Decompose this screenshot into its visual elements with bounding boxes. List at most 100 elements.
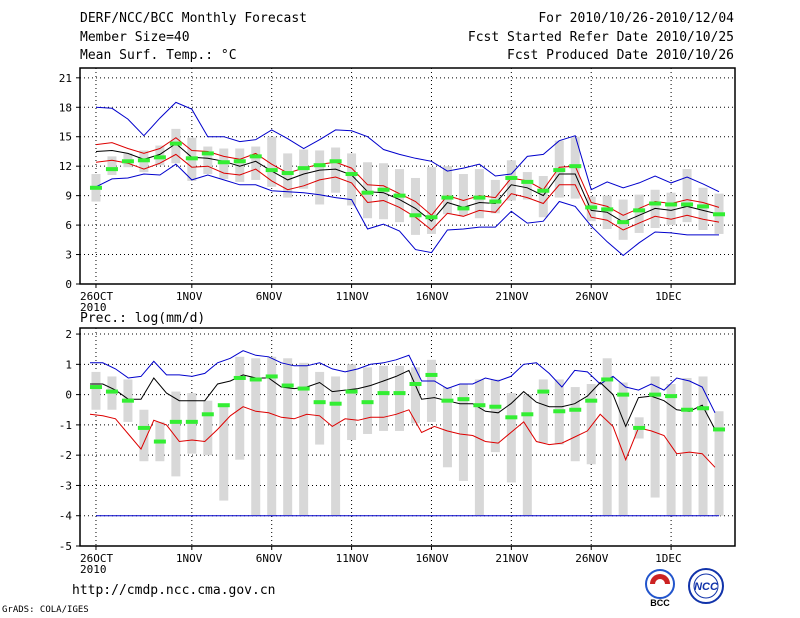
ncc-logo-icon: NCC (688, 568, 724, 604)
prec-green-mark (297, 386, 310, 391)
temp-green-mark (265, 168, 278, 173)
prec-green-mark (169, 419, 182, 424)
bcc-logo-text: BCC (650, 598, 670, 608)
prec-spread-bar (474, 379, 484, 516)
fcst-produced-label: Fcst Produced Date 2010/10/26 (507, 48, 734, 63)
prec-ytick-label: -3 (59, 479, 72, 492)
temp-ytick-label: 15 (59, 131, 72, 144)
prec-green-mark (681, 407, 694, 412)
prec-spread-bar (682, 377, 692, 516)
prec-green-mark (121, 398, 134, 403)
temp-series-upper (95, 137, 720, 217)
temp-spread-bar (363, 162, 373, 219)
temp-xtick-label: 1DEC (655, 290, 682, 303)
temp-spread-bar (410, 177, 420, 235)
prec-spread-bar (379, 365, 389, 431)
prec-green-mark (649, 392, 662, 397)
prec-green-mark (377, 391, 390, 396)
prec-bars (91, 356, 724, 516)
prec-spread-bar (283, 358, 293, 516)
temp-green-mark (89, 185, 102, 190)
prec-panel: -5 -4 -3 -2 -1 0 1 2 26OCT 1NOV 6NOV 11NOV 16NOV 21NO… (59, 327, 736, 576)
fcst-started-label: Fcst Started Refer Date 2010/10/25 (467, 30, 734, 45)
prec-green-mark (249, 377, 262, 382)
temp-spread-bar (490, 179, 500, 214)
prec-green-mark (329, 401, 342, 406)
prec-green-mark (505, 415, 518, 420)
prec-spread-bar (91, 371, 101, 410)
temp-spread-bar (331, 147, 341, 193)
temp-green-mark (601, 207, 614, 212)
prec-ytick-label: -2 (59, 449, 72, 462)
temp-green-mark (553, 168, 566, 173)
prec-green-mark (409, 382, 422, 387)
prec-green-marks (89, 372, 726, 444)
prec-xtick-label: 26OCT (80, 552, 113, 565)
prec-green-mark (697, 406, 710, 411)
temp-spread-bar (698, 187, 708, 230)
temp-green-mark (697, 204, 710, 209)
prec-green-mark (153, 439, 166, 444)
temp-green-mark (217, 160, 230, 165)
member-size-label: Member Size=40 (80, 30, 190, 45)
prec-spread-bar (666, 384, 676, 516)
temp-xtick-label: 1NOV (176, 290, 203, 303)
temp-panel: 0 3 6 9 12 15 18 21 26OCT 1NOV 6NOV 11NOV 16NOV 21NOV… (59, 67, 736, 314)
prec-spread-bar (395, 365, 405, 431)
prec-green-mark (457, 397, 470, 402)
temp-spread-bar (171, 128, 181, 164)
prec-green-mark (105, 389, 118, 394)
temp-series-mean (95, 142, 720, 223)
temp-xtick-label: 6NOV (256, 290, 283, 303)
prec-ytick-label: 1 (65, 358, 72, 371)
forecast-range-label: For 2010/10/26-2010/12/04 (538, 11, 734, 26)
temp-green-mark (665, 202, 678, 207)
prec-green-mark (281, 383, 294, 388)
temp-spread-bar (458, 174, 468, 216)
prec-spread-bar (235, 356, 245, 460)
prec-title: Prec.: log(mm/d) (80, 311, 205, 326)
temp-ytick-label: 6 (65, 219, 72, 232)
prec-green-mark (553, 409, 566, 414)
prec-green-mark (361, 400, 374, 405)
prec-spread-bar (251, 358, 261, 516)
prec-ytick-label: -4 (59, 510, 73, 523)
temp-xtick-label: 11NOV (336, 290, 369, 303)
temp-spread-bar (426, 167, 436, 234)
temp-spread-bar (283, 153, 293, 198)
temp-green-mark (585, 205, 598, 210)
temp-spread-bar (538, 176, 548, 218)
temp-ytick-label: 18 (59, 101, 72, 114)
prec-green-mark (425, 372, 438, 377)
temp-spread-bar (666, 192, 676, 226)
prec-green-mark (617, 392, 630, 397)
temp-green-mark (649, 201, 662, 206)
prec-green-mark (233, 375, 246, 380)
temp-ytick-label: 9 (65, 190, 72, 203)
prec-spread-bar (650, 376, 660, 498)
temp-spread-bar (347, 153, 357, 206)
temp-green-marks (89, 141, 726, 225)
prec-green-mark (201, 412, 214, 417)
temp-green-mark (313, 163, 326, 168)
temp-green-mark (153, 155, 166, 160)
temp-green-mark (473, 195, 486, 200)
temp-spread-bar (682, 169, 692, 223)
prec-green-mark (345, 389, 358, 394)
prec-spread-bar (426, 359, 436, 422)
prec-green-mark (713, 427, 726, 432)
prec-ytick-label: 2 (65, 328, 72, 341)
temp-spread-bar (506, 160, 516, 201)
temp-xtick-label: 26NOV (575, 290, 608, 303)
temp-green-mark (201, 151, 214, 156)
prec-green-mark (585, 398, 598, 403)
temp-spread-bar (203, 146, 213, 175)
temp-xtick-label: 26OCT (80, 290, 113, 303)
prec-spread-bar (458, 384, 468, 481)
temp-green-mark (425, 215, 438, 220)
prec-spread-bar (618, 382, 628, 516)
source-url[interactable]: http://cmdp.ncc.cma.gov.cn (72, 583, 276, 598)
bcc-logo-icon: BCC (645, 569, 675, 608)
grads-credit: GrADS: COLA/IGES (2, 605, 89, 615)
